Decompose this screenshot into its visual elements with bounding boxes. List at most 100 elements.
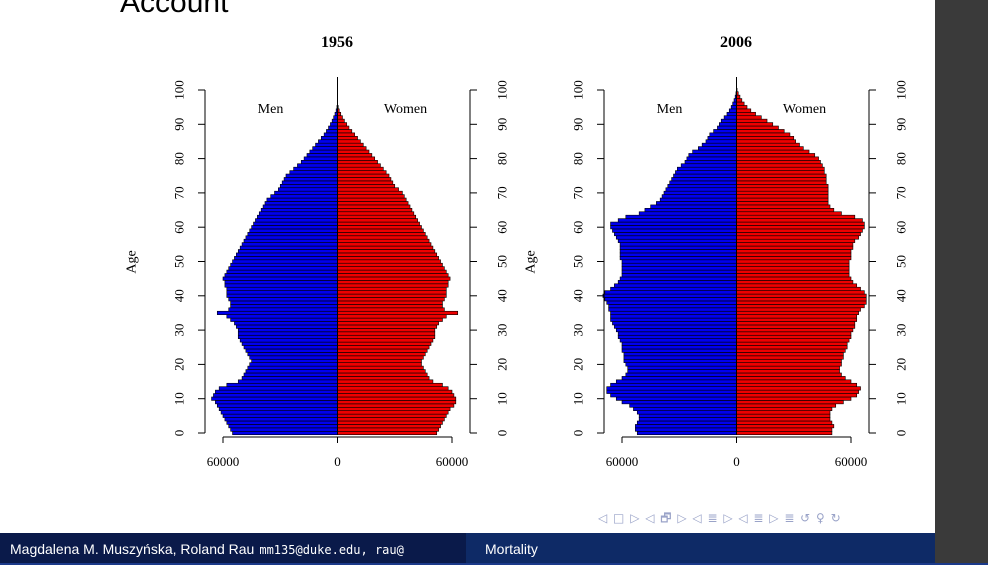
pyramid-1956-men-bar — [217, 311, 337, 314]
pyramid-2006-women-bar — [737, 304, 865, 307]
pyramid-1956-women-bar — [338, 153, 372, 156]
pyramid-2006-women-bar — [737, 431, 832, 434]
pyramid-2006-men-bar — [620, 250, 736, 253]
pyramid-1956-men-bar — [310, 150, 338, 153]
pyramid-1956-men-bar — [255, 219, 337, 222]
pyramid-1956-men-bar — [263, 205, 337, 208]
pyramid-2006-men-bar — [605, 291, 737, 294]
pyramid-2006-women-bar — [737, 116, 762, 119]
pyramid-2006-women-bar — [737, 102, 745, 105]
pyramid-1956-women-bar — [338, 167, 384, 170]
pyramid-2006-women-bar — [737, 328, 853, 331]
pyramid-1956-women-bar — [338, 287, 447, 290]
pyramid-1956-women-bar — [338, 335, 435, 338]
pyramid-2006-right-tick-label: 30 — [894, 324, 909, 337]
pyramid-1956-women-bar — [338, 274, 449, 277]
pyramid-2006-right-tick-label: 70 — [894, 186, 909, 199]
pyramid-1956-women-bar — [338, 356, 424, 359]
pyramid-2006-women-bar — [737, 99, 742, 102]
pyramid-1956-women-bar — [338, 181, 393, 184]
pyramid-2006-women-bar — [737, 188, 829, 191]
pyramid-2006-men-bar — [618, 335, 736, 338]
pyramid-2006-men-bar — [668, 184, 737, 187]
pyramid-1956-men-bar — [334, 116, 338, 119]
pyramid-1956-men-bar — [257, 215, 337, 218]
pyramid-2006-women-bar — [737, 208, 834, 211]
pyramid-1956-men-bar — [219, 387, 337, 390]
pyramid-2006-men-bar — [635, 424, 736, 427]
pyramid-2006-women-bar — [737, 411, 831, 414]
pyramid-1956-women-bar — [338, 195, 405, 198]
pyramid-2006-men-bar — [660, 198, 736, 201]
pyramid-2006-women-bar — [737, 250, 852, 253]
pyramid-2006-men-bar — [618, 219, 736, 222]
pyramid-1956-men-bar — [236, 325, 337, 328]
pyramid-1956-women-bar — [338, 171, 387, 174]
beamer-navigation-icons[interactable]: ◁ □ ▷ ◁ 🗗 ▷ ◁ ≣ ▷ ◁ ≣ ▷ ≣ ↺ ♀ ↻ — [598, 509, 842, 530]
pyramid-1956-left-tick-label: 100 — [172, 80, 187, 100]
pyramid-1956-men-bar — [324, 133, 337, 136]
pyramid-2006-women-bar — [737, 109, 751, 112]
pyramid-2006-women-bar — [737, 342, 848, 345]
pyramid-2006-women-bar — [737, 222, 865, 225]
pyramid-1956-men-bar — [227, 315, 338, 318]
pyramid-1956-women-bar — [338, 253, 437, 256]
pyramid-1956-women-bar — [338, 246, 433, 249]
pyramid-2006-women-bar — [737, 167, 825, 170]
pyramid-2006-right-tick-label: 50 — [894, 255, 909, 268]
pyramid-2006-women-bar — [737, 215, 855, 218]
pyramid-2006-women-bar — [737, 404, 836, 407]
pyramid-1956-men-bar — [234, 322, 337, 325]
pyramid-1956-women-bar — [338, 304, 443, 307]
pyramid-1956-men-bar — [246, 236, 338, 239]
pyramid-2006-men-bar — [622, 274, 737, 277]
pyramid-1956-men-bar — [259, 212, 337, 215]
pyramid-1956-women-bar — [338, 222, 420, 225]
pyramid-2006-men-bar — [618, 239, 736, 242]
pyramid-1956-men-bar — [229, 308, 338, 311]
pyramid-1956-women-bar — [338, 376, 430, 379]
pyramid-2006-women-bar — [737, 421, 832, 424]
pyramid-1956-men-bar — [326, 129, 337, 132]
pyramid-1956-women-bar — [338, 150, 369, 153]
pyramid-2006-men-bar — [605, 298, 737, 301]
pyramid-2006-women-bar — [737, 119, 768, 122]
pyramid-2006-men-bar — [611, 315, 737, 318]
pyramid-2006-women-bar — [737, 236, 859, 239]
pyramid-2006-men-bar — [618, 280, 736, 283]
pyramid-1956-men-bar — [215, 390, 337, 393]
pyramid-2006-men-bar — [620, 243, 736, 246]
pyramid-1956-women-bar — [338, 239, 430, 242]
pyramid-1956-women-bar — [338, 428, 439, 431]
pyramid-2006-men-bar — [614, 232, 736, 235]
pyramid-1956-women-bar — [338, 116, 343, 119]
pyramid-1956-women-bar — [338, 157, 375, 160]
pyramid-1956-men-bar — [242, 342, 337, 345]
pyramid-2006-left-tick-label: 80 — [571, 152, 586, 165]
pyramid-1956-right-tick-label: 70 — [495, 186, 510, 199]
pyramid-2006-men-bar — [626, 373, 737, 376]
pyramid-2006-men-bar — [727, 112, 737, 115]
pyramid-2006-men-bar — [710, 133, 737, 136]
pyramid-2006-women-bar — [737, 160, 821, 163]
pyramid-2006-women-bar — [737, 298, 867, 301]
pyramid-2006-women-bar — [737, 195, 829, 198]
pyramid-1956-men-bar — [240, 339, 337, 342]
pyramid-1956-women-bar — [338, 390, 453, 393]
pyramid-2006-women-bar — [737, 359, 842, 362]
pyramid-2006-men-bar — [607, 387, 737, 390]
pyramid-2006-women-bar — [737, 291, 865, 294]
pyramid-1956-men-bar — [227, 287, 338, 290]
pyramid-1956-men-bar — [290, 171, 338, 174]
pyramid-1956-men-bar — [248, 366, 338, 369]
pyramid-2006-women-bar — [737, 95, 740, 98]
pyramid-2006-women-bar — [737, 383, 857, 386]
pyramid-1956-men-bar — [304, 157, 337, 160]
pyramid-1956-men-bar — [238, 250, 337, 253]
pyramid-2006-men-bar — [721, 119, 736, 122]
pyramid-1956-men-bar — [217, 404, 337, 407]
pyramid-1956-men-bar — [231, 304, 338, 307]
pyramid-2006-men-bar — [624, 352, 737, 355]
pyramid-2006-right-tick-label: 60 — [894, 221, 909, 234]
